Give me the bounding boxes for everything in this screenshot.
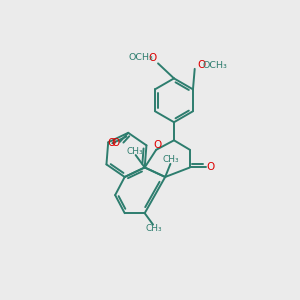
Text: O: O bbox=[112, 138, 120, 148]
Text: O: O bbox=[107, 138, 115, 148]
Text: CH₃: CH₃ bbox=[145, 224, 162, 233]
Text: O: O bbox=[206, 163, 214, 172]
Text: O: O bbox=[148, 53, 157, 63]
Text: OCH₃: OCH₃ bbox=[202, 61, 227, 70]
Text: CH₃: CH₃ bbox=[163, 155, 179, 164]
Text: OCH₃: OCH₃ bbox=[128, 53, 153, 62]
Text: O: O bbox=[197, 60, 206, 70]
Text: O: O bbox=[153, 140, 161, 150]
Text: CH₃: CH₃ bbox=[127, 146, 143, 155]
